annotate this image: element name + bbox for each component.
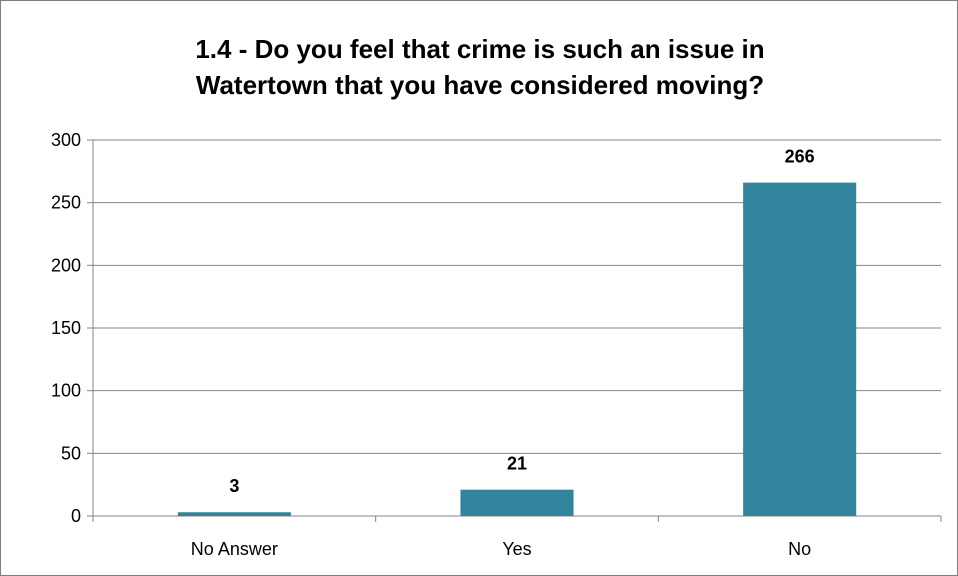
- y-tick-label: 200: [51, 255, 81, 275]
- bar-no: [743, 182, 857, 516]
- bar-no-answer: [177, 512, 291, 516]
- y-tick-label: 300: [51, 130, 81, 150]
- x-tick-label: Yes: [502, 539, 531, 559]
- data-label: 266: [785, 147, 815, 167]
- y-tick-label: 150: [51, 318, 81, 338]
- y-tick-labels: 0 50 100 150 200 250 300: [51, 130, 81, 526]
- y-tick-label: 0: [71, 506, 81, 526]
- y-tick-label: 100: [51, 381, 81, 401]
- chart-title: 1.4 - Do you feel that crime is such an …: [195, 34, 765, 100]
- x-tick-label: No Answer: [191, 539, 278, 559]
- bars: [177, 182, 857, 516]
- data-label: 3: [229, 476, 239, 496]
- y-tick-label: 250: [51, 193, 81, 213]
- data-labels: 3 21 266: [229, 147, 814, 497]
- x-tick-labels: No Answer Yes No: [191, 539, 811, 559]
- x-tick-label: No: [788, 539, 811, 559]
- bar-yes: [460, 489, 574, 516]
- data-label: 21: [507, 454, 527, 474]
- y-tick-label: 50: [61, 443, 81, 463]
